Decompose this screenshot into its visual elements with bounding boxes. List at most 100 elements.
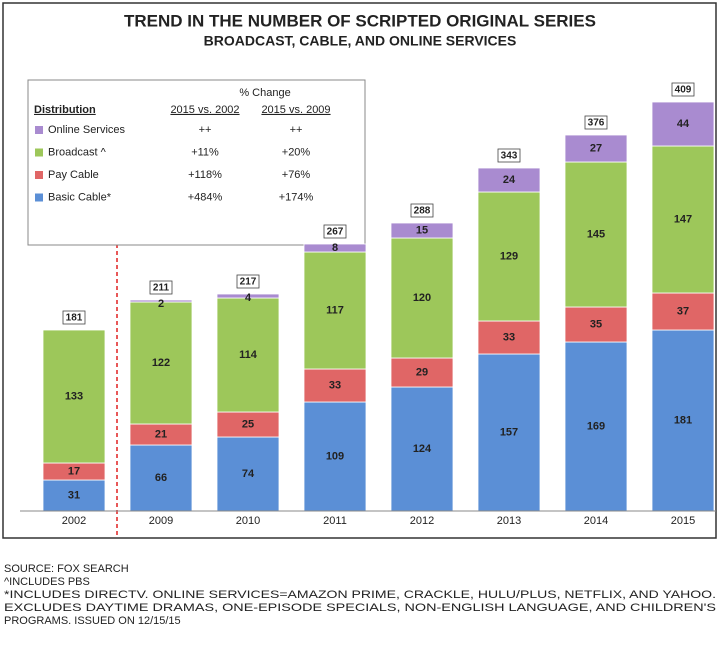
legend-box [27,79,366,246]
x-tick-label: 2013 [497,515,521,527]
legend-change: +484% [188,191,223,203]
total-label: 409 [675,85,692,96]
x-tick-label: 2014 [584,515,608,527]
legend-column: 2015 vs. 2009 [261,104,330,116]
bar-segment [129,444,193,512]
bar-segment [303,401,367,512]
segment-label: 109 [326,450,344,462]
legend-label: Basic Cable* [48,191,112,203]
bar-segment [216,293,280,299]
segment-label: 181 [674,414,692,426]
segment-label: 117 [326,304,344,316]
segment-label: 17 [68,465,80,477]
footnote: *INCLUDES DIRECTV. ONLINE SERVICES=AMAZO… [4,589,716,601]
total-box [497,148,521,163]
total-label: 181 [66,313,83,324]
segment-label: 66 [155,472,167,484]
legend-change: +76% [282,169,311,181]
segment-label: 37 [677,305,689,317]
segment-label: 27 [590,142,602,154]
legend-change: +11% [191,146,219,158]
total-label: 376 [588,118,605,129]
segment-label: 24 [503,174,516,186]
bar-segment [564,341,628,512]
segment-label: 147 [674,213,692,225]
chart-subtitle: BROADCAST, CABLE, AND ONLINE SERVICES [204,33,517,49]
bar-segment [216,411,280,438]
bar-segment [477,353,541,512]
segment-label: 157 [500,426,518,438]
segment-label: 122 [152,357,170,369]
legend-header: Distribution [34,104,96,116]
segment-label: 31 [68,489,80,501]
segment-label: 15 [416,224,428,236]
segment-label: 74 [242,468,255,480]
bar-segment [390,357,454,388]
footnote: SOURCE: FOX SEARCH [4,563,129,575]
x-tick-label: 2015 [671,515,695,527]
legend-label: Online Services [48,124,126,136]
total-label: 211 [153,283,170,294]
total-box [149,280,173,295]
bar-segment [216,436,280,512]
segment-label: 4 [245,292,252,304]
bar-segment [651,101,715,147]
bar-segment [129,299,193,303]
footnote: PROGRAMS. ISSUED ON 12/15/15 [4,615,181,627]
bar-segment [129,301,193,425]
legend-swatch [35,171,43,179]
total-label: 288 [414,206,431,217]
total-box [671,82,695,97]
segment-label: 21 [155,428,167,440]
segment-label: 33 [329,379,341,391]
bar-segment [303,368,367,403]
segment-label: 129 [500,250,518,262]
legend-change: +20% [282,146,311,158]
bar-segment [216,297,280,413]
total-label: 217 [240,277,257,288]
segment-label: 35 [590,318,602,330]
segment-label: 133 [65,390,83,402]
segment-label: 44 [677,118,690,130]
bar-segment [390,222,454,239]
legend-label: Pay Cable [48,169,99,181]
legend-change: ++ [290,124,303,136]
legend-label: Broadcast ^ [48,146,107,158]
segment-label: 8 [332,242,338,254]
bar-segment [564,161,628,308]
x-tick-label: 2011 [323,515,347,527]
bar-segment [651,292,715,331]
bar-segment [564,134,628,163]
legend-swatch [35,148,43,157]
segment-label: 169 [587,420,605,432]
footnote: ^INCLUDES PBS [4,576,90,588]
total-label: 343 [501,151,518,162]
segment-label: 124 [413,443,432,455]
legend-swatch [35,126,43,134]
segment-label: 33 [503,331,515,343]
segment-label: 120 [413,292,431,304]
bar-segment [477,191,541,322]
total-box [236,274,260,289]
bar-segment [390,386,454,512]
legend-swatch [35,193,43,202]
total-box [584,115,608,130]
x-tick-label: 2012 [410,515,434,527]
x-tick-label: 2010 [236,515,260,527]
legend-change: +174% [279,191,314,203]
segment-label: 145 [587,228,605,240]
bar-segment [42,329,106,464]
total-box [323,224,347,239]
total-label: 267 [327,227,344,238]
segment-label: 29 [416,366,428,378]
segment-label: 2 [158,298,164,310]
legend-change: ++ [199,124,212,136]
segment-label: 25 [242,418,254,430]
chart-title: TREND IN THE NUMBER OF SCRIPTED ORIGINAL… [124,11,596,30]
bar-segment [303,243,367,253]
legend-title: % Change [239,87,290,99]
x-tick-label: 2002 [62,515,86,527]
total-box [62,310,86,325]
legend-change: +118% [188,169,222,181]
